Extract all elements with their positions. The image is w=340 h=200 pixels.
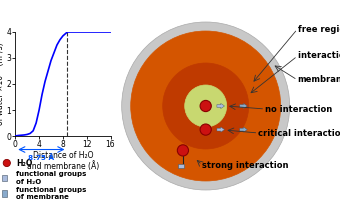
Text: strong interaction: strong interaction	[202, 160, 289, 170]
Y-axis label: Diffusion coefficient
of water ×10⁻⁹ (m²/s): Diffusion coefficient of water ×10⁻⁹ (m²…	[0, 43, 5, 125]
FancyArrow shape	[240, 103, 247, 109]
Text: H₂O: H₂O	[16, 158, 32, 168]
FancyArrow shape	[240, 127, 247, 132]
Ellipse shape	[131, 31, 281, 181]
Ellipse shape	[3, 159, 11, 167]
FancyBboxPatch shape	[2, 175, 7, 181]
Ellipse shape	[200, 100, 211, 112]
FancyBboxPatch shape	[178, 164, 184, 168]
Ellipse shape	[177, 145, 188, 156]
Text: functional groups
of membrane: functional groups of membrane	[16, 187, 86, 200]
X-axis label: Distance of H₂O
and membrane (Å): Distance of H₂O and membrane (Å)	[27, 151, 99, 171]
Ellipse shape	[185, 85, 227, 127]
FancyBboxPatch shape	[2, 190, 7, 197]
FancyArrow shape	[217, 127, 224, 132]
Ellipse shape	[122, 22, 290, 190]
Text: functional groups
of H₂O: functional groups of H₂O	[16, 171, 86, 185]
Text: 8.75 Å: 8.75 Å	[28, 154, 54, 161]
Text: membrane: membrane	[298, 75, 340, 84]
Text: interaction region: interaction region	[298, 51, 340, 60]
Text: free region in channel: free region in channel	[298, 24, 340, 33]
Ellipse shape	[163, 63, 249, 149]
Text: no interaction: no interaction	[265, 104, 333, 114]
FancyArrow shape	[217, 103, 224, 109]
Text: critical interaction: critical interaction	[258, 129, 340, 138]
Ellipse shape	[200, 124, 211, 135]
